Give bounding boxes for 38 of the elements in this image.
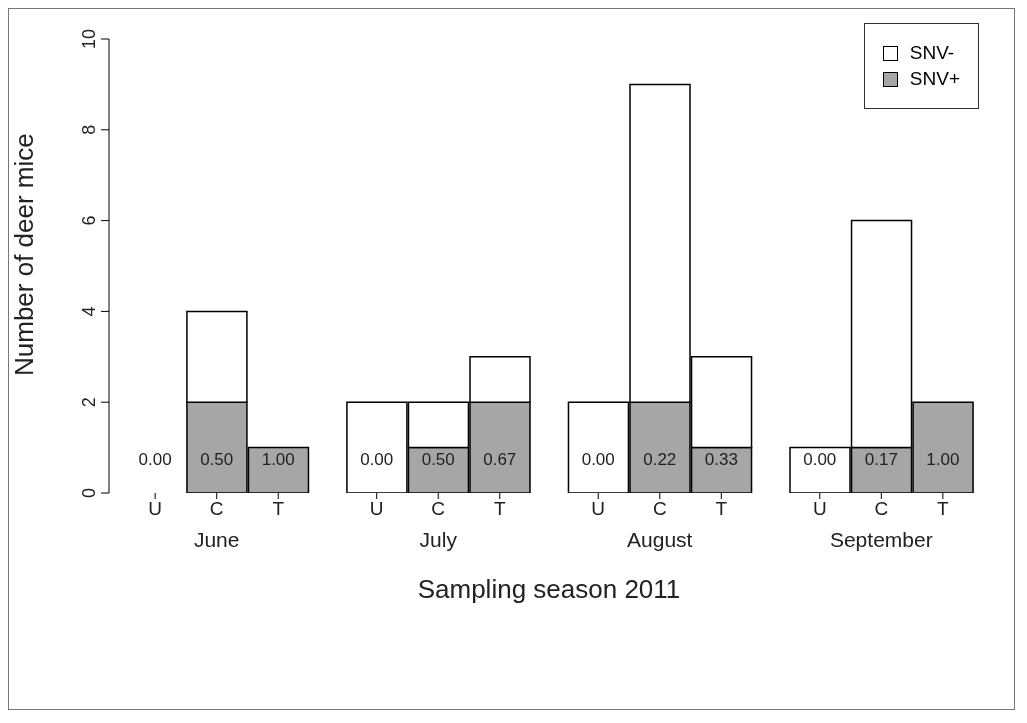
x-tick-label: C <box>874 498 889 519</box>
x-tick-label: T <box>937 498 950 519</box>
annotation: 1.00 <box>926 450 960 469</box>
annotation: 0.50 <box>421 450 455 469</box>
y-tick-label: 0 <box>79 487 99 499</box>
y-tick-label: 10 <box>79 28 99 50</box>
text: June <box>193 528 240 551</box>
y-tick-label: 6 <box>79 215 99 226</box>
x-tick-label: U <box>812 498 827 519</box>
annotation: 0.00 <box>360 450 394 469</box>
text: September <box>829 528 933 551</box>
x-tick-label: C <box>209 498 224 519</box>
annotation: 0.22 <box>643 450 677 469</box>
x-tick-label: C <box>652 498 667 519</box>
annotation: 0.00 <box>803 450 837 469</box>
x-axis-title: Sampling season 2011 <box>417 574 681 604</box>
text: July <box>419 528 458 551</box>
y-tick-label: 4 <box>79 306 99 317</box>
x-tick-label: T <box>493 498 506 519</box>
text: August <box>627 528 693 551</box>
x-tick-label: T <box>272 498 285 519</box>
x-tick-label: U <box>369 498 384 519</box>
annotation: 0.17 <box>864 450 898 469</box>
x-tick-label: C <box>431 498 446 519</box>
x-tick-label: U <box>591 498 606 519</box>
y-tick-label: 8 <box>79 124 99 135</box>
legend-label: SNV+ <box>909 68 960 90</box>
x-tick-label: U <box>148 498 163 519</box>
y-axis-title: Number of deer mice <box>9 133 40 376</box>
x-tick-label: T <box>715 498 728 519</box>
annotation: 0.00 <box>581 450 615 469</box>
annotation: 1.00 <box>261 450 295 469</box>
annotation: 0.33 <box>704 450 738 469</box>
annotation: 0.67 <box>483 450 517 469</box>
annotation: 0.00 <box>138 450 172 469</box>
legend-label: SNV- <box>909 42 955 64</box>
annotation: 0.50 <box>200 450 234 469</box>
y-tick-label: 2 <box>79 397 99 408</box>
